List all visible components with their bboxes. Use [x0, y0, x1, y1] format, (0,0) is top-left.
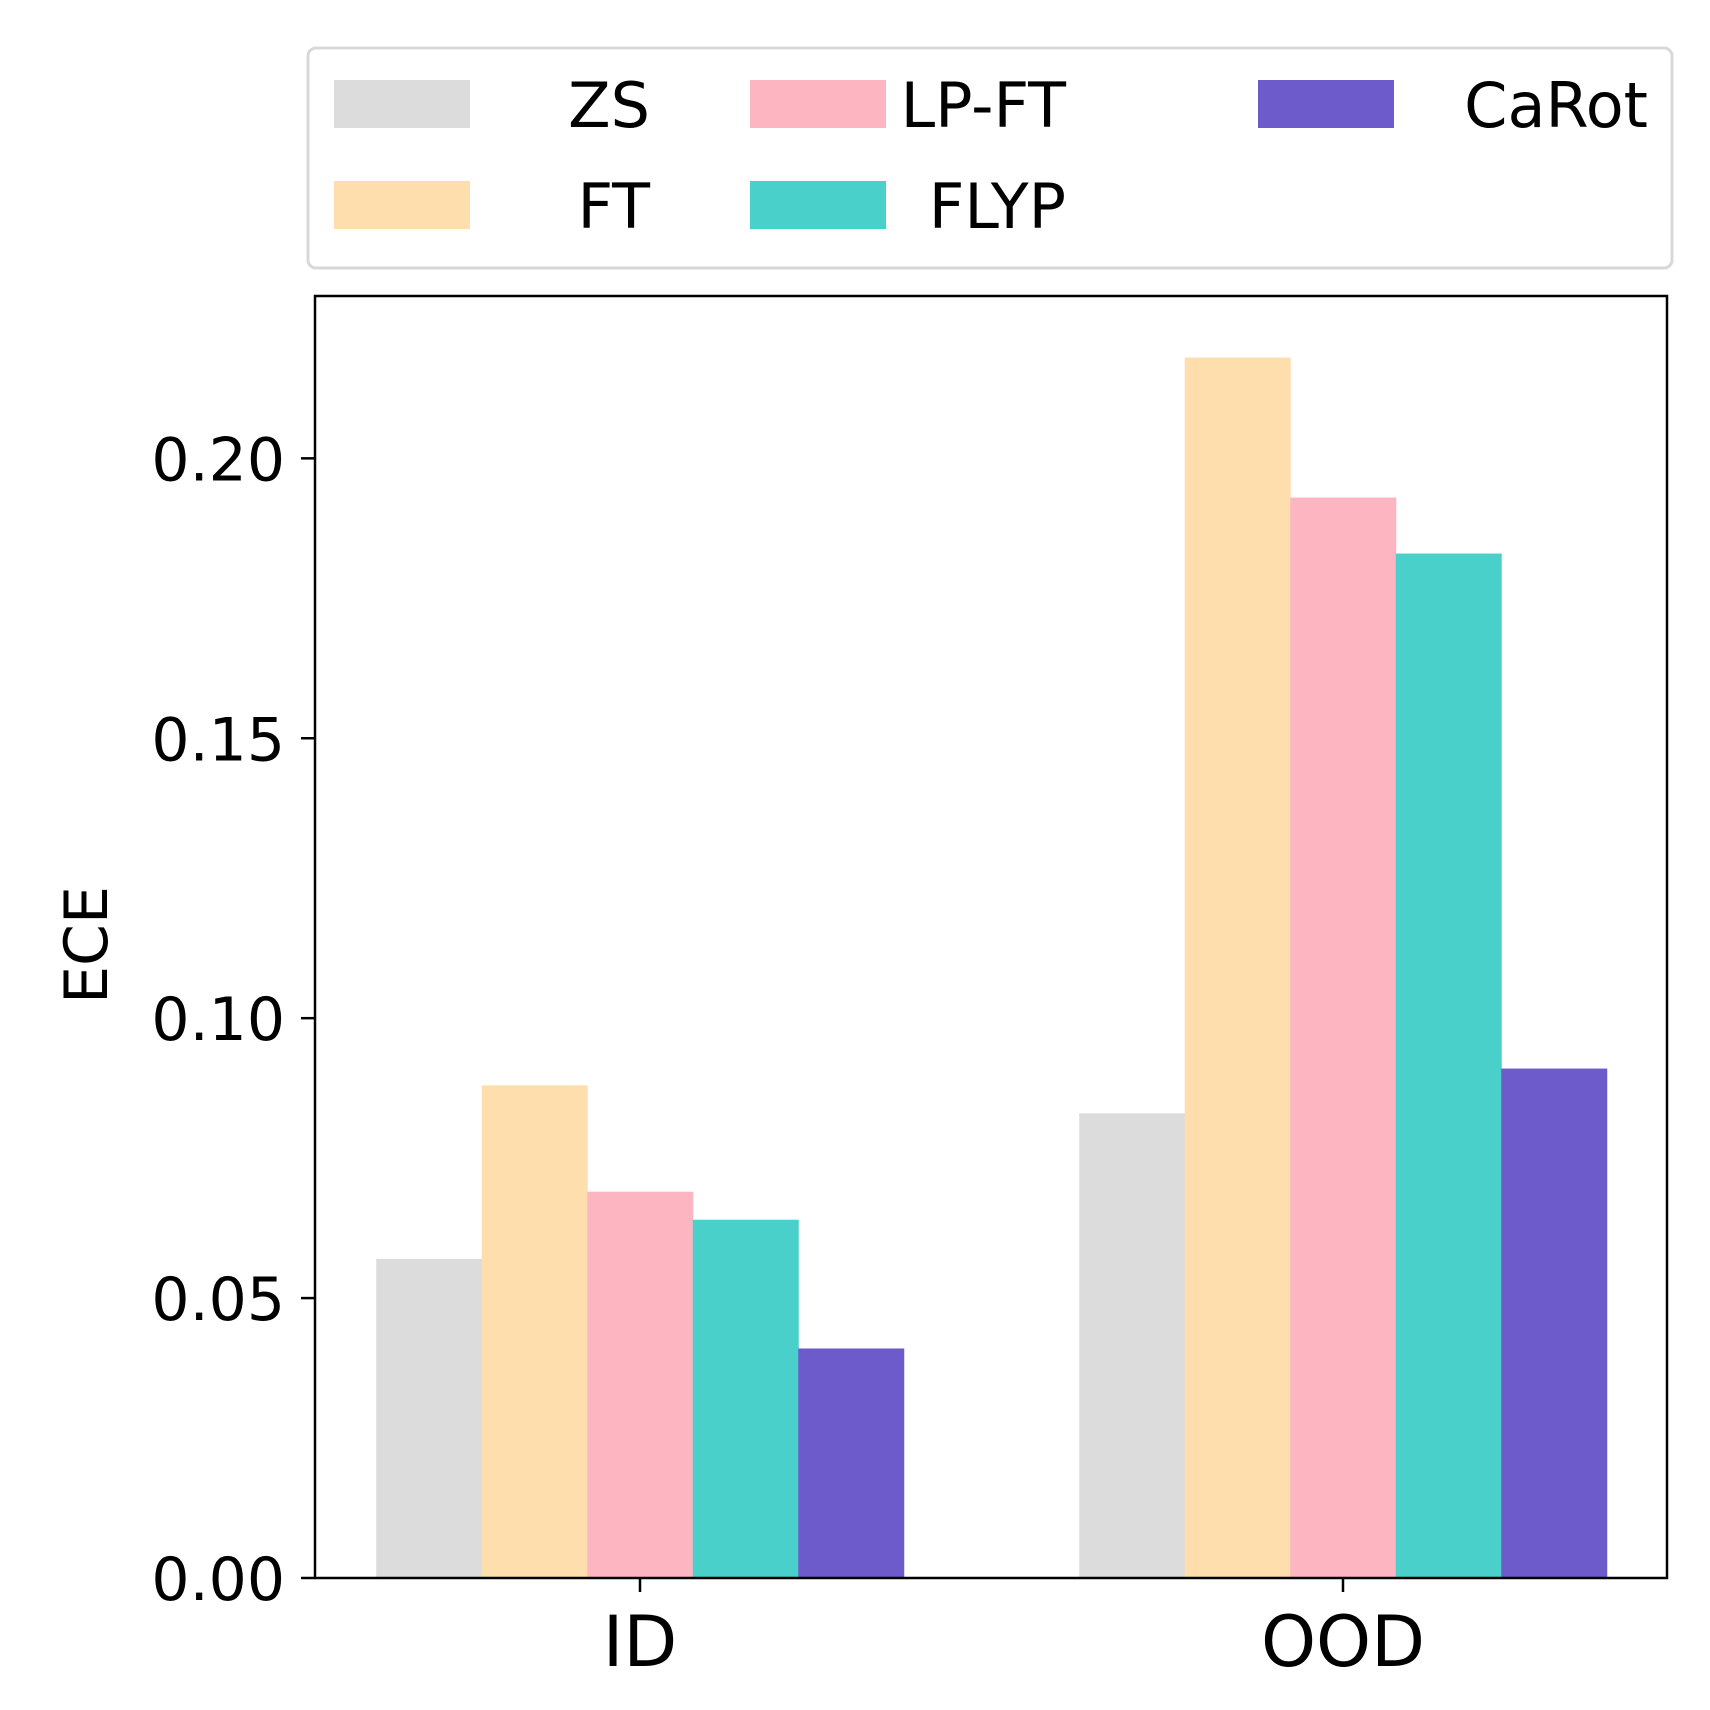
plot-frame [313, 294, 1669, 1580]
y-axis-label: ECE [52, 886, 122, 1004]
legend-swatch-lp-ft [750, 80, 886, 128]
legend-label-carot: CaRot [1464, 69, 1648, 142]
legend-label-lp-ft: LP-FT [901, 69, 1068, 142]
bar-id-lp-ft [587, 1191, 694, 1578]
y-tick-label: 0.00 [151, 1545, 285, 1615]
legend-label-flyp: FLYP [929, 170, 1066, 243]
bar-ood-ft [1184, 357, 1291, 1578]
bar-id-zs [376, 1258, 483, 1578]
bar-ood-flyp [1395, 553, 1502, 1578]
legend-label-zs: ZS [568, 69, 650, 142]
x-tick-label: ID [603, 1601, 678, 1683]
plot-area: 0.00 0.05 0.10 0.15 0.20 ID OOD [151, 294, 1669, 1683]
legend-swatch-ft [334, 181, 470, 229]
bar-id-flyp [692, 1219, 799, 1578]
legend: ZS FT LP-FT FLYP CaRot [306, 46, 1674, 270]
bar-ood-zs [1079, 1113, 1186, 1578]
bar-id-carot [798, 1348, 905, 1578]
legend-swatch-flyp [750, 181, 886, 229]
y-tick-label: 0.20 [151, 425, 285, 495]
bar-ood-lp-ft [1290, 497, 1397, 1578]
legend-swatch-carot [1258, 80, 1394, 128]
y-tick-label: 0.10 [151, 985, 285, 1055]
y-tick-label: 0.05 [151, 1265, 285, 1335]
y-tick-label: 0.15 [151, 705, 285, 775]
bar-ood-carot [1501, 1068, 1608, 1578]
legend-label-ft: FT [578, 170, 652, 243]
bar-id-ft [481, 1085, 588, 1578]
legend-swatch-zs [334, 80, 470, 128]
x-tick-label: OOD [1261, 1601, 1425, 1683]
